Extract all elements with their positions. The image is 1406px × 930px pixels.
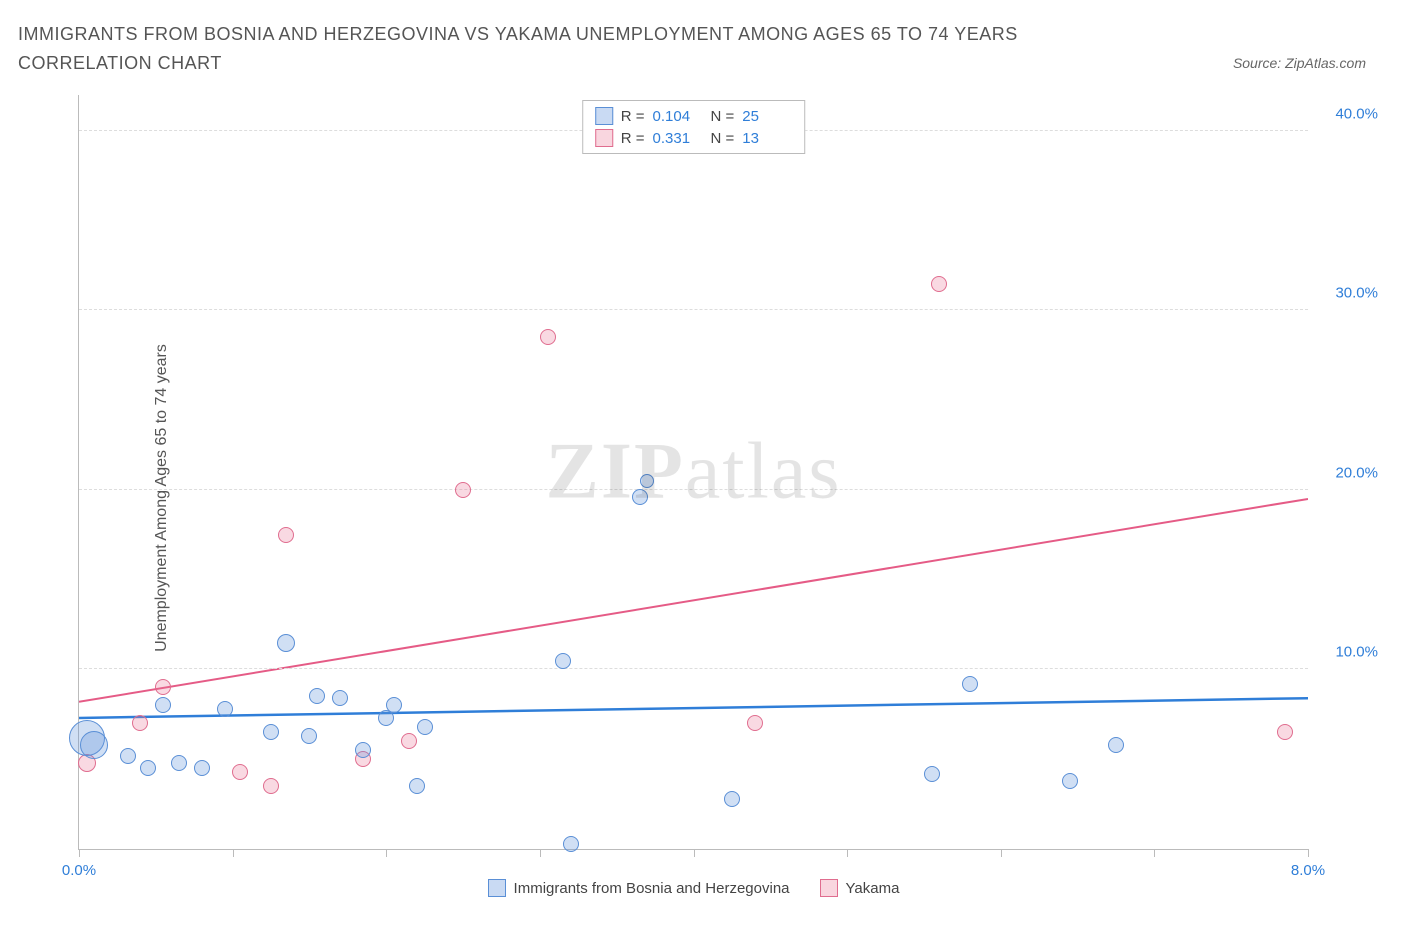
data-point-bosnia [417,719,433,735]
legend-swatch [595,129,613,147]
stats-legend-row: R = 0.104 N = 25 [595,105,793,127]
y-tick-label: 40.0% [1318,105,1378,122]
data-point-bosnia [555,653,571,669]
gridline [79,489,1308,490]
series-legend-item: Yakama [820,879,900,897]
chart-container: Unemployment Among Ages 65 to 74 years R… [18,95,1388,900]
x-tick-label: 8.0% [1291,862,1325,879]
n-label: N = [711,130,735,147]
source-attribution: Source: ZipAtlas.com [1233,55,1366,71]
data-point-bosnia [724,791,740,807]
legend-swatch [820,879,838,897]
x-tick [1001,849,1002,857]
x-tick [386,849,387,857]
x-tick [694,849,695,857]
legend-swatch [595,107,613,125]
data-point-bosnia [962,676,978,692]
n-value: 25 [742,108,792,125]
data-point-bosnia [632,489,648,505]
data-point-bosnia [217,701,233,717]
x-tick [233,849,234,857]
data-point-bosnia [140,760,156,776]
series-legend: Immigrants from Bosnia and Herzegovina Ya… [79,879,1308,897]
r-label: R = [621,108,645,125]
gridline [79,668,1308,669]
stats-legend-row: R = 0.331 N = 13 [595,127,793,149]
data-point-yakama [540,329,556,345]
x-tick-label: 0.0% [62,862,96,879]
y-tick-label: 10.0% [1318,644,1378,661]
watermark: ZIPatlas [546,427,842,518]
data-point-bosnia [80,731,108,759]
n-value: 13 [742,130,792,147]
data-point-yakama [931,276,947,292]
n-label: N = [711,108,735,125]
series-legend-label: Immigrants from Bosnia and Herzegovina [514,880,790,897]
data-point-bosnia [194,760,210,776]
data-point-bosnia [332,690,348,706]
stats-legend: R = 0.104 N = 25 R = 0.331 N = 13 [582,100,806,154]
x-tick [79,849,80,857]
plot-area: R =0.104N =25R =0.331N =13 ZIPatlas Immi… [78,95,1308,850]
data-point-bosnia [1062,773,1078,789]
data-point-bosnia [171,755,187,771]
data-point-bosnia [924,766,940,782]
data-point-bosnia [155,697,171,713]
r-value: 0.104 [653,108,703,125]
data-point-bosnia [409,778,425,794]
series-legend-item: Immigrants from Bosnia and Herzegovina [488,879,790,897]
gridline [79,309,1308,310]
x-tick [847,849,848,857]
data-point-bosnia [309,688,325,704]
data-point-yakama [132,715,148,731]
data-point-bosnia [640,474,654,488]
data-point-bosnia [563,836,579,852]
data-point-yakama [401,733,417,749]
r-value: 0.331 [653,130,703,147]
legend-swatch [488,879,506,897]
data-point-bosnia [1108,737,1124,753]
data-point-bosnia [263,724,279,740]
x-tick [1154,849,1155,857]
x-tick [1308,849,1309,857]
data-point-yakama [1277,724,1293,740]
data-point-bosnia [355,742,371,758]
data-point-yakama [232,764,248,780]
data-point-bosnia [386,697,402,713]
data-point-yakama [455,482,471,498]
data-point-bosnia [277,634,295,652]
data-point-bosnia [120,748,136,764]
data-point-yakama [278,527,294,543]
x-tick [540,849,541,857]
chart-title: IMMIGRANTS FROM BOSNIA AND HERZEGOVINA V… [18,20,1118,78]
data-point-yakama [263,778,279,794]
data-point-bosnia [301,728,317,744]
r-label: R = [621,130,645,147]
y-tick-label: 30.0% [1318,285,1378,302]
series-legend-label: Yakama [846,880,900,897]
y-tick-label: 20.0% [1318,464,1378,481]
data-point-yakama [155,679,171,695]
data-point-yakama [747,715,763,731]
